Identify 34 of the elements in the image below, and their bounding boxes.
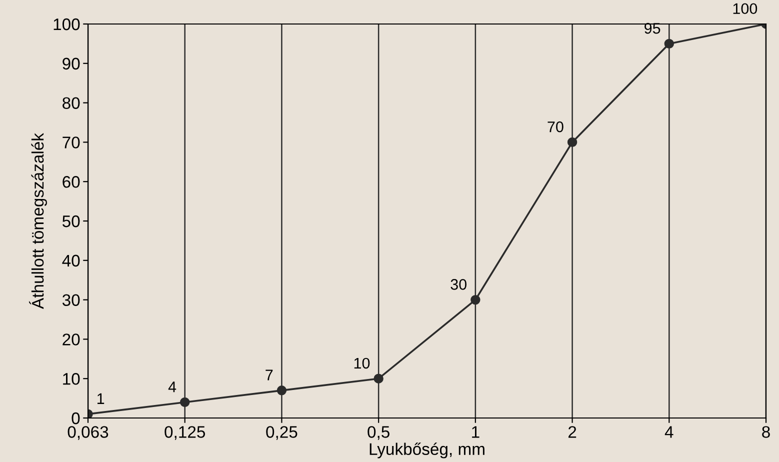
- point: [374, 374, 384, 384]
- data-label: 10: [354, 358, 370, 369]
- y-tick-label: 80: [62, 97, 80, 110]
- y-tick-label: 10: [63, 373, 80, 385]
- y-tick-label: 30: [62, 294, 80, 306]
- y-tick-label: 100: [54, 18, 80, 30]
- point: [276, 386, 287, 396]
- y-axis-title: Áthullott tömegszázalék: [29, 132, 47, 309]
- y-tick-label: 0: [72, 412, 80, 424]
- x-tick-label: 1: [472, 426, 480, 438]
- x-tick-label: 0,125: [164, 426, 206, 440]
- data-label: 100: [733, 3, 758, 14]
- data-label: 7: [266, 370, 273, 380]
- x-axis-title: Lyukbőség, mm: [370, 442, 484, 458]
- y-tick-label: 90: [62, 58, 80, 70]
- point: [470, 294, 480, 305]
- x-tick-label: 0,25: [266, 426, 298, 440]
- point: [567, 137, 578, 148]
- x-tick-label: 0,5: [368, 426, 390, 440]
- data-label: 30: [450, 279, 466, 290]
- point: [180, 397, 190, 408]
- y-tick-label: 70: [62, 136, 80, 148]
- data-label: 1: [98, 393, 104, 404]
- data-label: 70: [548, 121, 564, 132]
- point: [664, 38, 674, 49]
- data-label: 4: [168, 382, 176, 392]
- y-tick-label: 20: [62, 334, 80, 346]
- x-tick-label: 8: [762, 426, 770, 438]
- x-tick-label: 0,063: [68, 426, 108, 440]
- y-tick-label: 40: [62, 254, 80, 267]
- y-tick-label: 60: [62, 176, 80, 188]
- x-tick-label: 4: [664, 426, 674, 438]
- x-tick-label: 2: [568, 426, 576, 438]
- y-tick-label: 50: [62, 215, 80, 228]
